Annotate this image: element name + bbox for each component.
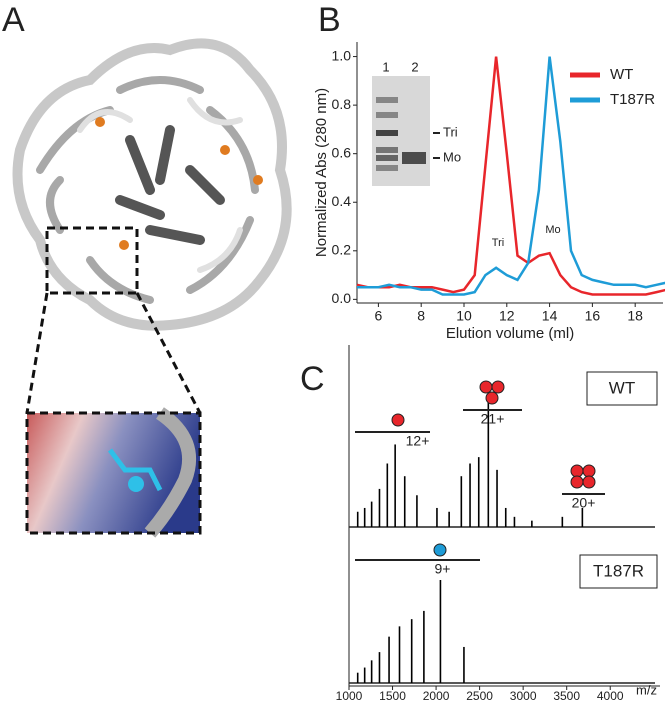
charge-label: 9+	[435, 561, 451, 577]
inset-label: 2	[411, 59, 418, 74]
x-tick-label: 6	[375, 308, 383, 324]
subunit-icon	[570, 475, 584, 489]
x-tick-label: 14	[542, 308, 558, 324]
series-box	[586, 371, 658, 406]
subunit-icon	[433, 543, 447, 557]
gel-band	[402, 152, 426, 164]
panel-label: B	[318, 1, 341, 39]
x-tick-label: 10	[456, 308, 472, 324]
gel-band	[376, 112, 398, 118]
x-tick-label: 3500	[553, 689, 580, 703]
x-tick-label: 18	[627, 308, 643, 324]
series-label: T187R	[593, 561, 644, 580]
x-tick-label: 2000	[423, 689, 450, 703]
panel-label: A	[2, 1, 25, 39]
gel-band	[376, 97, 398, 103]
charge-label: 12+	[406, 433, 430, 449]
gel-band	[376, 147, 398, 153]
y-tick-label: 0.8	[332, 96, 352, 112]
series-label: WT	[609, 378, 635, 397]
subunit-icon	[582, 464, 596, 478]
charge-label: 20+	[572, 495, 596, 511]
subunit-icon	[570, 464, 584, 478]
panel-label: C	[300, 360, 325, 398]
y-tick-label: 0.2	[332, 242, 352, 258]
gel-band	[376, 165, 398, 171]
y-tick-label: 1.0	[332, 47, 352, 63]
protein-structure	[12, 38, 292, 331]
surface-inset	[25, 407, 202, 538]
x-tick-label: 4000	[597, 689, 624, 703]
x-axis-label: Elution volume (ml)	[446, 325, 574, 342]
annotation: Tri	[492, 237, 504, 249]
annotation: Mo	[545, 224, 560, 236]
y-tick-label: 0.6	[332, 144, 352, 160]
x-axis-label: m/z	[636, 682, 657, 697]
subunit-icon	[582, 475, 596, 489]
y-tick-label: 0.4	[332, 193, 352, 209]
data-line	[357, 56, 665, 296]
inset-label: Mo	[443, 149, 461, 164]
x-tick-label: 3000	[510, 689, 537, 703]
zoom-line	[135, 292, 202, 414]
x-tick-label: 16	[585, 308, 601, 324]
zoom-box	[45, 226, 139, 295]
gel-band	[376, 155, 398, 161]
subunit-icon	[491, 380, 505, 394]
gel-band	[376, 130, 398, 136]
charge-label: 21+	[481, 411, 505, 427]
y-tick-label: 0.0	[332, 290, 352, 306]
x-tick-label: 8	[417, 308, 425, 324]
x-tick-label: 12	[499, 308, 515, 324]
x-tick-label: 1500	[379, 689, 406, 703]
legend-label: WT	[610, 66, 633, 83]
zoom-line	[25, 292, 49, 414]
inset-label: Tri	[443, 124, 458, 139]
y-axis-label: Normalized Abs (280 nm)	[313, 88, 330, 257]
subunit-icon	[485, 391, 499, 405]
x-tick-label: 1000	[336, 689, 363, 703]
x-tick-label: 2500	[466, 689, 493, 703]
subunit-icon	[479, 380, 493, 394]
inset-label: 1	[382, 59, 389, 74]
subunit-icon	[391, 413, 405, 427]
series-box	[579, 554, 658, 589]
legend-label: T187R	[610, 91, 655, 108]
